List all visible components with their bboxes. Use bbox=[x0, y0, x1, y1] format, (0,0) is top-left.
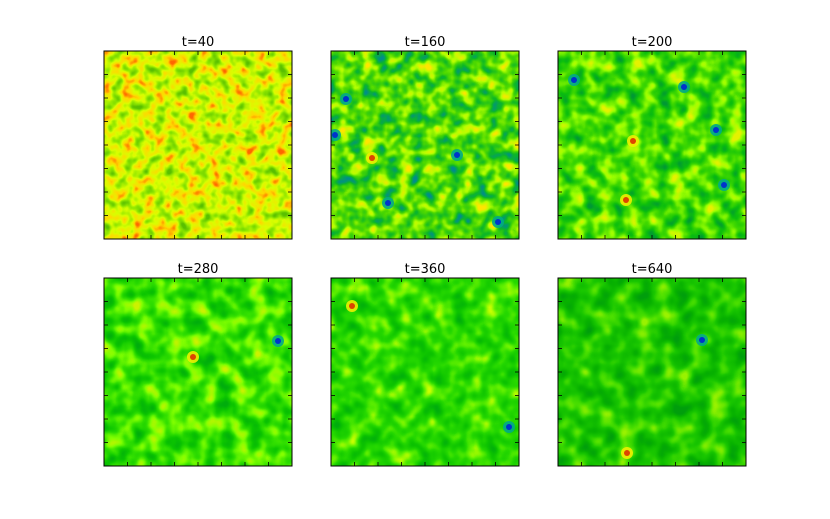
vortex-spots bbox=[621, 334, 708, 459]
vortex-core bbox=[332, 132, 338, 138]
panel: t=640 bbox=[557, 262, 747, 467]
ticks bbox=[558, 51, 746, 239]
vortex-core bbox=[343, 96, 349, 102]
vortex-core bbox=[275, 338, 281, 344]
vortex-core bbox=[623, 197, 629, 203]
vortex-core bbox=[506, 424, 512, 430]
vortex-core bbox=[699, 337, 705, 343]
vortex-core bbox=[385, 200, 391, 206]
vortex-core bbox=[624, 450, 630, 456]
field-image bbox=[558, 278, 746, 466]
panel-title: t=40 bbox=[182, 35, 215, 50]
field-image bbox=[331, 278, 519, 466]
field-image bbox=[104, 278, 292, 466]
vortex-core bbox=[454, 152, 460, 158]
panel: t=40 bbox=[103, 35, 293, 240]
vortex-core bbox=[630, 138, 636, 144]
panel-title: t=160 bbox=[405, 35, 446, 50]
ticks bbox=[331, 278, 519, 466]
vortex-core bbox=[190, 354, 196, 360]
panel-title: t=360 bbox=[405, 262, 446, 277]
vortex-spots bbox=[187, 335, 284, 363]
vortex-core bbox=[369, 155, 375, 161]
vortex-core bbox=[713, 127, 719, 133]
vortex-spots bbox=[568, 74, 730, 206]
ticks bbox=[104, 51, 292, 239]
field-image bbox=[331, 51, 519, 239]
vortex-core bbox=[571, 77, 577, 83]
vortex-core bbox=[349, 303, 355, 309]
vortex-core bbox=[681, 84, 687, 90]
panel: t=360 bbox=[330, 262, 520, 467]
panel: t=200 bbox=[557, 35, 747, 240]
vortex-spots bbox=[331, 93, 504, 228]
ticks bbox=[104, 278, 292, 466]
ticks bbox=[558, 278, 746, 466]
ticks bbox=[331, 51, 519, 239]
field-image bbox=[558, 51, 746, 239]
panel: t=160 bbox=[330, 35, 520, 240]
field-image bbox=[104, 51, 292, 239]
vortex-core bbox=[721, 182, 727, 188]
panel-title: t=280 bbox=[178, 262, 219, 277]
panel-title: t=200 bbox=[632, 35, 673, 50]
vortex-core bbox=[495, 219, 501, 225]
vortex-spots bbox=[346, 300, 515, 433]
panel-title: t=640 bbox=[632, 262, 673, 277]
panel: t=280 bbox=[103, 262, 293, 467]
